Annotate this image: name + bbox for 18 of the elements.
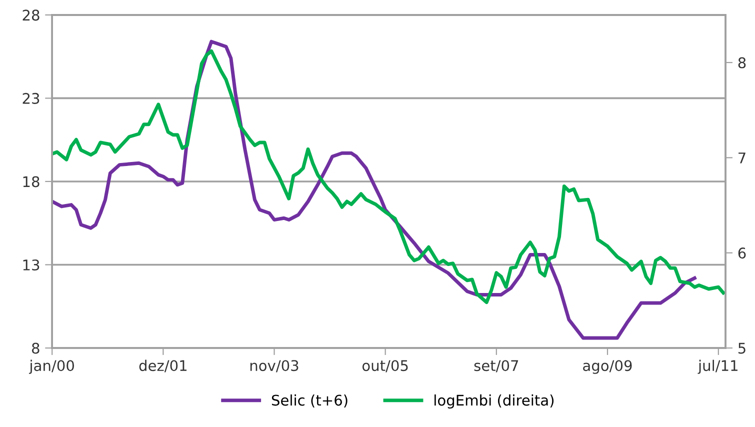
y2-tick-label: 5 bbox=[738, 342, 746, 354]
y2-tick-label: 6 bbox=[738, 248, 746, 259]
y-tick-label: 28 bbox=[22, 10, 40, 21]
legend-label: Selic (t+6) bbox=[272, 394, 348, 408]
y-tick-label: 8 bbox=[32, 342, 40, 354]
x-tick-label: jan/00 bbox=[28, 360, 74, 374]
y-tick-label: 13 bbox=[23, 259, 40, 270]
x-tick-label: set/07 bbox=[474, 360, 518, 372]
x-tick-label: ago/09 bbox=[583, 360, 632, 374]
x-tick-label: out/05 bbox=[362, 360, 408, 372]
y2-tick-label: 8 bbox=[738, 57, 746, 68]
y2-tick-label: 7 bbox=[738, 152, 746, 164]
x-tick-label: jul/11 bbox=[698, 360, 738, 374]
x-tick-label: dez/01 bbox=[139, 360, 187, 372]
y-tick-label: 18 bbox=[23, 176, 40, 188]
y-tick-label: 23 bbox=[22, 92, 40, 104]
x-tick-label: nov/03 bbox=[250, 360, 298, 372]
legend-label: logEmbi (direita) bbox=[434, 394, 554, 409]
